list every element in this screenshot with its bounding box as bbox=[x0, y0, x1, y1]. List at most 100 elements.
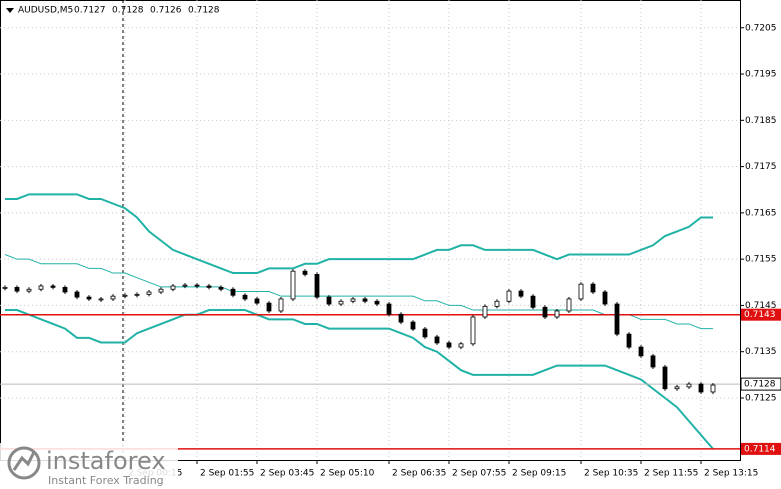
candle bbox=[290, 270, 296, 300]
candle bbox=[482, 305, 488, 318]
candle bbox=[446, 342, 452, 348]
x-tick-label: 2 Sep 07:55 bbox=[452, 469, 506, 479]
candle bbox=[494, 300, 500, 307]
x-tick-label: 2 Sep 09:15 bbox=[512, 469, 566, 479]
candle bbox=[134, 293, 140, 296]
x-tick-label: 2 Sep 01:55 bbox=[200, 469, 254, 479]
candle bbox=[62, 286, 68, 293]
candle bbox=[26, 288, 32, 292]
candle bbox=[650, 355, 656, 368]
candle bbox=[74, 291, 80, 298]
candle bbox=[146, 291, 152, 295]
level-label: 0.7143 bbox=[744, 310, 776, 320]
candle bbox=[362, 298, 368, 302]
menu-arrow bbox=[6, 8, 14, 13]
y-tick-label: 0.7155 bbox=[745, 255, 777, 265]
candle bbox=[182, 284, 188, 287]
candle bbox=[602, 291, 608, 305]
candle bbox=[662, 366, 668, 390]
y-tick-label: 0.7135 bbox=[745, 347, 777, 357]
candle bbox=[398, 313, 404, 323]
chart-title: AUDUSD,M5 bbox=[18, 6, 73, 16]
x-tick-label: 2 Sep 11:55 bbox=[644, 469, 698, 479]
candle bbox=[410, 321, 416, 330]
candle bbox=[14, 286, 20, 292]
candle bbox=[626, 333, 632, 348]
tagline: Instant Forex Trading bbox=[48, 474, 164, 487]
y-tick-label: 0.7175 bbox=[745, 162, 777, 172]
x-tick-label: 2 Sep 10:35 bbox=[584, 469, 638, 479]
candle bbox=[50, 285, 56, 288]
candle bbox=[386, 303, 392, 315]
level-label: 0.7114 bbox=[744, 444, 776, 454]
level-label-bg bbox=[741, 308, 781, 321]
watermark: instaforex Instant Forex Trading bbox=[0, 443, 178, 489]
candle bbox=[674, 386, 680, 390]
y-tick-label: 0.7185 bbox=[745, 116, 777, 126]
candle bbox=[434, 336, 440, 344]
candle bbox=[242, 294, 248, 300]
candle bbox=[530, 295, 536, 308]
ohlc-value: 0.7128 bbox=[112, 6, 144, 16]
band-line bbox=[5, 193, 713, 275]
candle bbox=[350, 298, 356, 302]
candle bbox=[590, 283, 596, 293]
candle bbox=[374, 300, 380, 305]
candle bbox=[554, 310, 560, 318]
candle bbox=[266, 302, 272, 312]
candle bbox=[470, 316, 476, 345]
candle bbox=[194, 284, 200, 287]
x-tick-label: 2 Sep 06:35 bbox=[392, 469, 446, 479]
band-line bbox=[4, 254, 713, 330]
candle bbox=[2, 286, 8, 289]
x-tick-label: 2 Sep 13:15 bbox=[704, 469, 758, 479]
y-tick-label: 0.7125 bbox=[745, 393, 777, 403]
candle bbox=[302, 270, 308, 275]
ohlc-value: 0.7126 bbox=[150, 6, 182, 16]
candle bbox=[314, 274, 320, 298]
candle bbox=[218, 286, 224, 290]
logo-arrow bbox=[12, 451, 36, 471]
candle bbox=[422, 328, 428, 338]
brand: instaforex bbox=[46, 447, 166, 475]
candle bbox=[698, 383, 704, 393]
x-tick-label: 2 Sep 03:45 bbox=[260, 469, 314, 479]
candle bbox=[542, 306, 548, 318]
candle bbox=[254, 298, 260, 304]
y-tick-label: 0.7205 bbox=[745, 23, 777, 33]
ohlc-value: 0.7128 bbox=[188, 6, 220, 16]
candle bbox=[578, 283, 584, 300]
candle bbox=[278, 298, 284, 312]
candle bbox=[614, 303, 620, 335]
candle bbox=[326, 296, 332, 305]
logo-icon bbox=[7, 446, 41, 480]
candle bbox=[230, 288, 236, 296]
candle bbox=[206, 285, 212, 288]
candle bbox=[38, 285, 44, 290]
candle bbox=[122, 294, 128, 297]
y-tick-label: 0.7195 bbox=[745, 70, 777, 80]
band-line bbox=[5, 309, 714, 450]
candle bbox=[638, 346, 644, 357]
candle bbox=[710, 384, 716, 393]
candle bbox=[338, 300, 344, 305]
y-tick-label: 0.7165 bbox=[745, 208, 777, 218]
bid-label-bg bbox=[740, 377, 781, 391]
candle bbox=[458, 343, 464, 348]
candle bbox=[110, 295, 116, 300]
candle bbox=[170, 285, 176, 290]
ohlc-value: 0.7127 bbox=[74, 6, 106, 16]
candle bbox=[686, 383, 692, 388]
bid-label: 0.7128 bbox=[744, 380, 776, 390]
candle bbox=[86, 296, 92, 300]
candle bbox=[506, 290, 512, 302]
candle bbox=[518, 290, 524, 297]
candle bbox=[158, 288, 164, 293]
x-tick-label: 2 Sep 05:10 bbox=[320, 469, 375, 479]
level-label-bg bbox=[741, 442, 781, 455]
candle bbox=[98, 298, 104, 301]
plot-frame bbox=[0, 0, 741, 461]
candle bbox=[566, 298, 572, 312]
